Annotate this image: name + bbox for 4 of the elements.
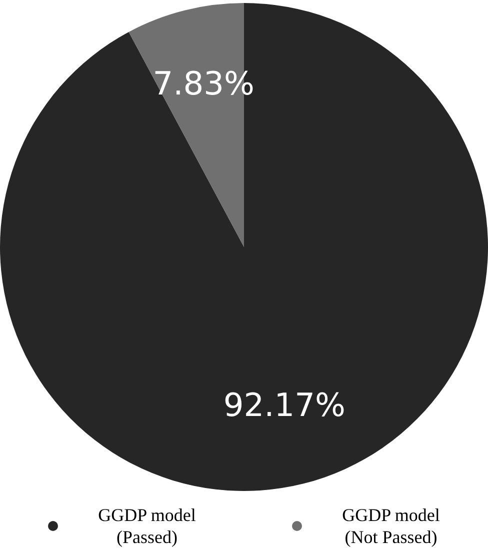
legend-label: GGDP model (Not Passed) [342,504,440,548]
data-label: 7.83% [152,64,254,102]
data-label: 92.17% [223,386,346,424]
legend-label: GGDP model (Passed) [98,504,196,548]
